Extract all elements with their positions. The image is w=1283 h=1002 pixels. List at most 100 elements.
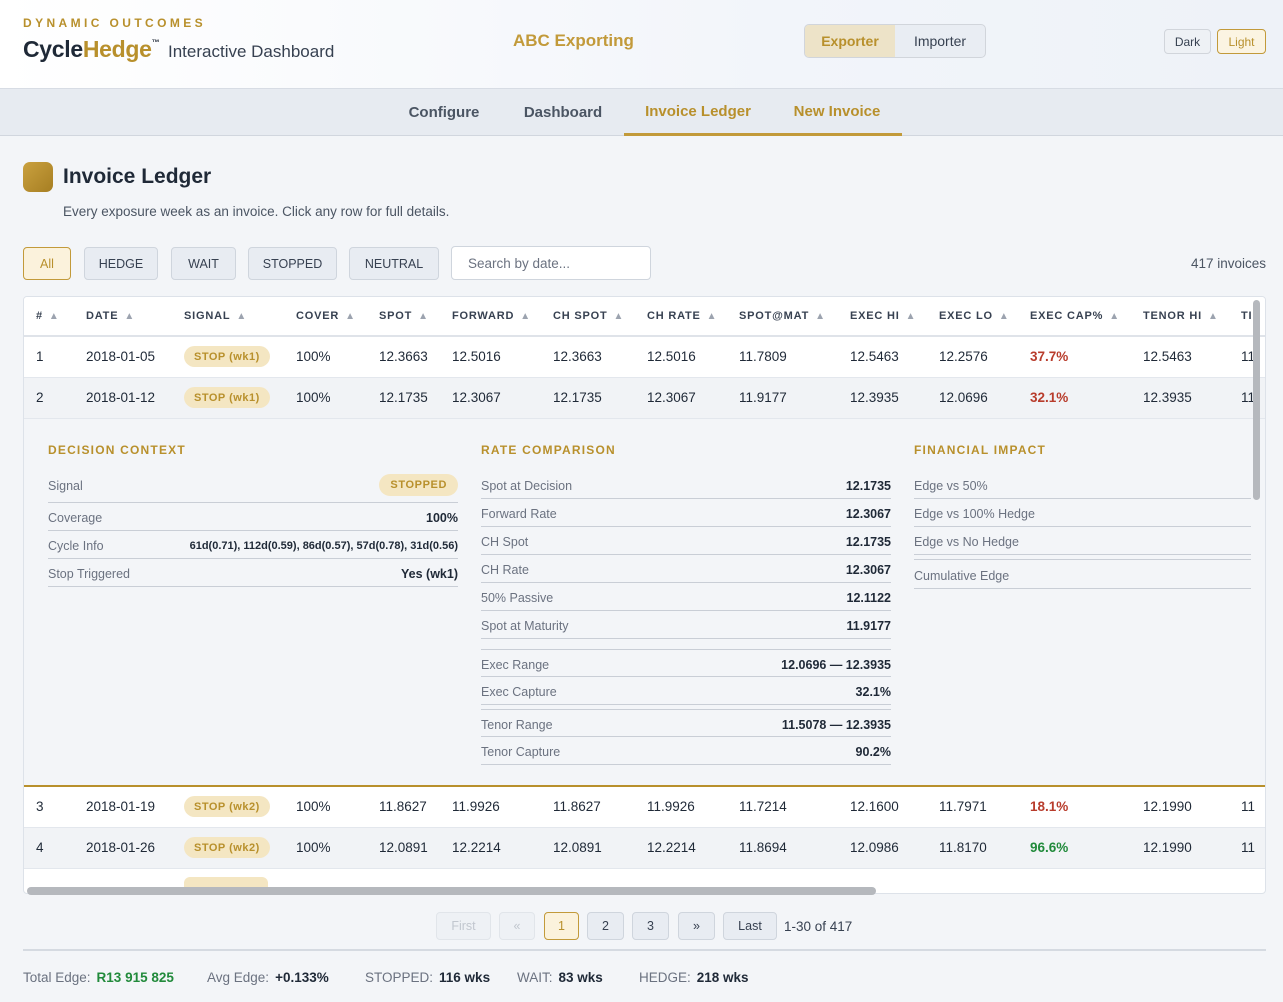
cell-cover: 100% xyxy=(296,799,331,814)
cell-ch-spot: 11.8627 xyxy=(553,799,601,814)
sort-icon: ▲ xyxy=(48,311,60,322)
tab-configure[interactable]: Configure xyxy=(408,104,480,121)
cell-tenor-lo: 11 xyxy=(1241,390,1256,405)
table-row[interactable]: 3 2018-01-19 STOP (wk2) 100% 11.8627 11.… xyxy=(24,787,1265,828)
page-next-button[interactable]: » xyxy=(678,912,715,940)
footer-stopped: STOPPED: 116 wks xyxy=(365,970,491,985)
col-tenor-hi[interactable]: TENOR HI ▲ xyxy=(1143,310,1219,322)
sort-icon: ▲ xyxy=(815,311,826,322)
role-importer-button[interactable]: Importer xyxy=(913,33,967,49)
footer-avg-edge: Avg Edge: +0.133% xyxy=(207,970,329,985)
col-forward[interactable]: FORWARD ▲ xyxy=(452,310,531,322)
sort-icon: ▲ xyxy=(706,311,718,322)
pagination-info: 1-30 of 417 xyxy=(784,919,853,934)
filter-stopped-button[interactable]: STOPPED xyxy=(248,247,337,280)
cell-exec-cap: 96.6% xyxy=(1030,840,1069,855)
detail-edge-vs-50: Edge vs 50% xyxy=(914,471,1251,499)
page-title: Invoice Ledger xyxy=(63,165,212,188)
cell-ch-rate: 12.5016 xyxy=(647,349,696,364)
search-input[interactable] xyxy=(451,246,651,280)
theme-dark-button[interactable]: Dark xyxy=(1164,29,1211,54)
logo-part-hedge: Hedge xyxy=(82,36,152,62)
cell-ch-rate: 12.2214 xyxy=(647,840,696,855)
col-exec-lo[interactable]: EXEC LO ▲ xyxy=(939,310,1010,322)
col-exec-cap[interactable]: EXEC CAP% ▲ xyxy=(1030,310,1120,322)
page-last-button[interactable]: Last xyxy=(723,912,777,940)
col-signal[interactable]: SIGNAL ▲ xyxy=(184,310,248,322)
cell-number: 1 xyxy=(36,349,44,364)
theme-light-button[interactable]: Light xyxy=(1217,29,1266,54)
cell-tenor-hi: 12.1990 xyxy=(1143,799,1192,814)
col-exec-hi[interactable]: EXEC HI ▲ xyxy=(850,310,917,322)
tab-dashboard[interactable]: Dashboard xyxy=(523,104,603,121)
sort-icon: ▲ xyxy=(124,311,136,322)
sort-icon: ▲ xyxy=(998,311,1010,322)
cell-ch-rate: 12.3067 xyxy=(647,390,696,405)
cell-spot: 12.1735 xyxy=(379,390,428,405)
filter-all-button[interactable]: All xyxy=(23,247,71,280)
cell-exec-hi: 12.3935 xyxy=(850,390,899,405)
company-name: ABC Exporting xyxy=(513,31,634,50)
footer-total-edge: Total Edge: R13 915 825 xyxy=(23,970,174,985)
page-prev-button[interactable]: « xyxy=(499,912,535,940)
table-row[interactable] xyxy=(24,869,1265,893)
signal-badge: STOP (wk1) xyxy=(184,346,270,367)
cell-forward: 12.2214 xyxy=(452,840,501,855)
detail-forward-rate: Forward Rate 12.3067 xyxy=(481,499,891,527)
cell-cover: 100% xyxy=(296,349,331,364)
sort-icon: ▲ xyxy=(1109,311,1120,322)
signal-badge xyxy=(184,877,268,887)
page-description: Every exposure week as an invoice. Click… xyxy=(63,204,450,219)
cell-ch-rate: 11.9926 xyxy=(647,799,695,814)
cell-exec-lo: 12.0696 xyxy=(939,390,988,405)
app-header: DYNAMIC OUTCOMES CycleHedge™ Interactive… xyxy=(0,0,1283,88)
tab-new-invoice[interactable]: New Invoice xyxy=(772,89,902,136)
detail-edge-vs-100: Edge vs 100% Hedge xyxy=(914,499,1251,527)
col-number[interactable]: # ▲ xyxy=(36,310,60,322)
cell-tenor-hi: 12.3935 xyxy=(1143,390,1192,405)
horizontal-scrollbar[interactable] xyxy=(27,887,876,895)
filter-hedge-button[interactable]: HEDGE xyxy=(84,247,158,280)
decision-context-title: DECISION CONTEXT xyxy=(48,443,186,457)
table-row[interactable]: 4 2018-01-26 STOP (wk2) 100% 12.0891 12.… xyxy=(24,828,1265,869)
detail-exec-range: Exec Range 12.0696 — 12.3935 xyxy=(481,649,891,677)
cell-cover: 100% xyxy=(296,390,331,405)
col-spot[interactable]: SPOT ▲ xyxy=(379,310,429,322)
col-ch-rate[interactable]: CH RATE ▲ xyxy=(647,310,718,322)
page-1-button[interactable]: 1 xyxy=(544,912,579,940)
filter-neutral-button[interactable]: NEUTRAL xyxy=(349,247,439,280)
cell-exec-hi: 12.5463 xyxy=(850,349,899,364)
cell-forward: 11.9926 xyxy=(452,799,500,814)
detail-tenor-range: Tenor Range 11.5078 — 12.3935 xyxy=(481,709,891,737)
col-date[interactable]: DATE ▲ xyxy=(86,310,136,322)
cell-tenor-lo: 11 xyxy=(1241,799,1256,814)
invoice-detail-panel: DECISION CONTEXT Signal STOPPED Coverage… xyxy=(24,419,1265,787)
filter-wait-button[interactable]: WAIT xyxy=(171,247,236,280)
page-3-button[interactable]: 3 xyxy=(632,912,669,940)
sort-icon: ▲ xyxy=(418,311,429,322)
cell-date: 2018-01-26 xyxy=(86,840,156,855)
vertical-scrollbar[interactable] xyxy=(1253,300,1260,500)
cell-forward: 12.5016 xyxy=(452,349,501,364)
col-ch-spot[interactable]: CH SPOT ▲ xyxy=(553,310,625,322)
role-exporter-button[interactable]: Exporter xyxy=(805,25,895,57)
cell-tenor-hi: 12.5463 xyxy=(1143,349,1192,364)
col-spot-at-mat[interactable]: SPOT@MAT ▲ xyxy=(739,310,826,322)
page-first-button[interactable]: First xyxy=(436,912,491,940)
cell-spot-at-mat: 11.8694 xyxy=(739,840,787,855)
role-toggle: Exporter Importer xyxy=(804,24,986,58)
cell-date: 2018-01-05 xyxy=(86,349,156,364)
cell-spot: 11.8627 xyxy=(379,799,427,814)
cell-exec-hi: 12.0986 xyxy=(850,840,899,855)
col-cover[interactable]: COVER ▲ xyxy=(296,310,356,322)
page-2-button[interactable]: 2 xyxy=(587,912,624,940)
stopped-badge: STOPPED xyxy=(379,474,458,496)
tab-invoice-ledger[interactable]: Invoice Ledger xyxy=(624,89,772,136)
invoice-count: 417 invoices xyxy=(1190,256,1266,271)
table-row-selected[interactable]: 2 2018-01-12 STOP (wk1) 100% 12.1735 12.… xyxy=(24,378,1265,419)
cell-date: 2018-01-12 xyxy=(86,390,156,405)
table-row[interactable]: 1 2018-01-05 STOP (wk1) 100% 12.3663 12.… xyxy=(24,337,1265,378)
detail-ch-spot: CH Spot 12.1735 xyxy=(481,527,891,555)
detail-cumulative-edge: Cumulative Edge xyxy=(914,559,1251,589)
col-tenor-lo[interactable]: TI xyxy=(1241,310,1253,322)
